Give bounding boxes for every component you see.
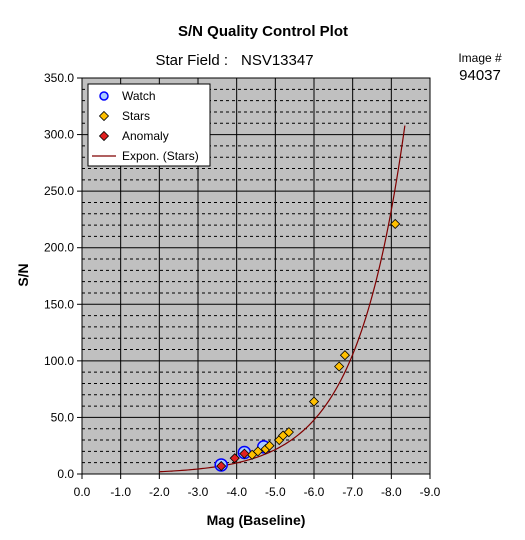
star-point [339, 350, 350, 361]
data-points-layer [214, 218, 401, 472]
x-tick-label: -7.0 [342, 485, 363, 499]
star-point [308, 396, 320, 407]
legend-label: Stars [122, 109, 150, 123]
x-tick-label: -8.0 [381, 485, 402, 499]
y-tick-labels: 0.0 50.0 100.0 150.0 200.0 250.0 300.0 350.0 [44, 71, 82, 481]
star-point [334, 361, 345, 372]
legend-label: Watch [122, 89, 156, 103]
anomaly-point [239, 448, 250, 459]
exponential-fit-line [159, 125, 406, 473]
gridlines [82, 78, 430, 474]
x-tick-label: -1.0 [110, 485, 131, 499]
legend: Watch Stars Anomaly Expon. (Stars) [87, 83, 211, 167]
x-tick-labels: 0.0 -1.0 -2.0 -3.0 -4.0 -5.0 -6.0 -7.0 -8.0 -9.0 [74, 474, 441, 499]
star-field-value: NSV13347 [241, 52, 314, 69]
star-point [252, 446, 263, 457]
image-number-label: Image # [458, 51, 502, 65]
x-tick-label: -5.0 [265, 485, 286, 499]
x-tick-label: -6.0 [304, 485, 325, 499]
legend-label: Expon. (Stars) [122, 149, 199, 163]
anomaly-point [229, 453, 240, 464]
legend-anomaly-marker [98, 130, 110, 142]
legend-stars-marker [98, 110, 110, 122]
y-tick-label: 150.0 [44, 297, 74, 311]
chart-title: S/N Quality Control Plot [178, 23, 348, 40]
star-point [390, 218, 401, 230]
star-point [264, 440, 275, 451]
x-tick-label: -3.0 [188, 485, 209, 499]
x-axis-title: Mag (Baseline) [207, 512, 306, 528]
x-tick-label: -4.0 [226, 485, 247, 499]
legend-watch-marker [99, 91, 109, 101]
x-tick-label: -9.0 [420, 485, 441, 499]
y-axis-title: S/N [15, 263, 31, 286]
anomaly-point [216, 461, 227, 472]
image-number-value: 94037 [459, 67, 501, 84]
y-tick-label: 100.0 [44, 354, 74, 368]
y-tick-label: 50.0 [51, 410, 75, 424]
y-tick-label: 200.0 [44, 241, 74, 255]
x-tick-label: 0.0 [74, 485, 91, 499]
y-tick-label: 300.0 [44, 128, 74, 142]
legend-label: Anomaly [122, 129, 169, 143]
star-field-label: Star Field : [155, 52, 228, 69]
star-point [283, 427, 294, 438]
exponential-fit-layer [159, 125, 406, 473]
x-tick-label: -2.0 [149, 485, 170, 499]
y-tick-label: 350.0 [44, 71, 74, 85]
y-tick-label: 0.0 [57, 467, 74, 481]
y-tick-label: 250.0 [44, 184, 74, 198]
